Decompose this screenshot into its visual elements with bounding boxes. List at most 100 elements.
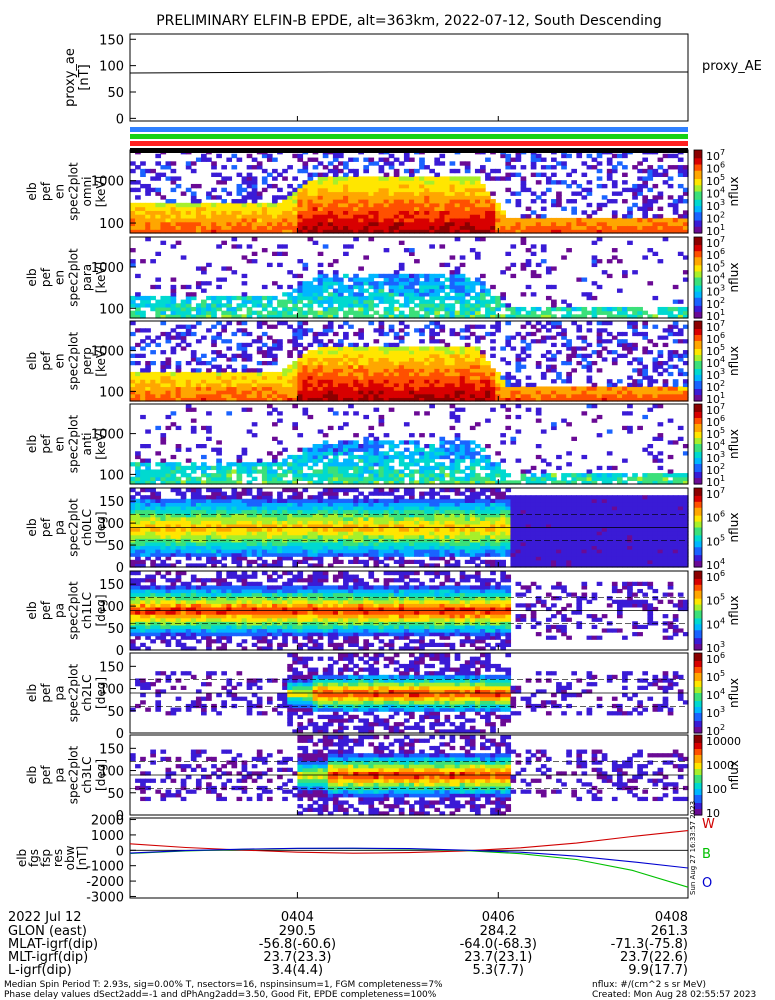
- heatmap-cell: [241, 187, 248, 193]
- heatmap-cell: [322, 386, 329, 391]
- heatmap-cell: [434, 176, 441, 181]
- heatmap-cell: [393, 335, 400, 340]
- heatmap-cell: [261, 386, 268, 391]
- heatmap-cell: [591, 382, 598, 388]
- heatmap-cell: [403, 273, 410, 279]
- heatmap-cell: [459, 361, 466, 366]
- heatmap-cell: [175, 217, 182, 223]
- heatmap-cell: [556, 321, 562, 326]
- heatmap-cell: [246, 382, 253, 388]
- heatmap-cell: [485, 368, 491, 373]
- heatmap-cell: [657, 473, 664, 478]
- heatmap-cell: [586, 361, 593, 366]
- heatmap-cell: [444, 364, 451, 369]
- heatmap-cell: [611, 199, 618, 204]
- heatmap-cell: [540, 217, 547, 223]
- heatmap-cell: [307, 386, 314, 391]
- heatmap-cell: [398, 262, 405, 268]
- heatmap-cell: [454, 277, 461, 282]
- heatmap-cell: [236, 303, 243, 308]
- heatmap-cell: [530, 165, 537, 170]
- heatmap-cell: [439, 436, 446, 441]
- heatmap-cell: [414, 440, 420, 445]
- heatmap-cell: [388, 217, 395, 223]
- heatmap-cell: [632, 195, 638, 200]
- heatmap-cell: [672, 284, 679, 290]
- heatmap-cell: [409, 277, 415, 282]
- heatmap-cell: [170, 465, 177, 471]
- heatmap-cell: [490, 229, 496, 234]
- heatmap-cell: [165, 397, 172, 402]
- heatmap-cell: [576, 153, 583, 159]
- heatmap-cell: [327, 187, 334, 193]
- heatmap-cell: [236, 244, 243, 249]
- heatmap-cell: [195, 368, 202, 373]
- heatmap-cell: [403, 292, 410, 297]
- colorbar-tick-base: 10: [706, 286, 720, 299]
- heatmap-cell: [393, 314, 400, 319]
- heatmap-cell: [287, 353, 293, 358]
- heatmap-cell: [657, 157, 664, 162]
- heatmap-cell: [581, 473, 588, 478]
- heatmap-cell: [444, 306, 451, 312]
- heatmap-cell: [403, 199, 410, 204]
- colorbar-cell: [694, 361, 702, 364]
- heatmap-cell: [383, 331, 390, 337]
- heatmap-cell: [322, 288, 329, 293]
- heatmap-cell: [231, 371, 238, 377]
- heatmap-cell: [277, 214, 283, 219]
- heatmap-cell: [363, 157, 370, 162]
- heatmap-cell: [140, 495, 146, 500]
- heatmap-cell: [576, 306, 583, 312]
- heatmap-cell: [135, 328, 141, 333]
- heatmap-cell: [130, 397, 136, 402]
- colorbar-cell: [694, 349, 702, 352]
- heatmap-cell: [337, 195, 344, 200]
- heatmap-cell: [327, 382, 334, 388]
- heatmap-cell: [261, 371, 268, 377]
- heatmap-cell: [677, 357, 684, 362]
- heatmap-cell: [195, 306, 202, 312]
- heatmap-cell: [393, 476, 400, 481]
- heatmap-cell: [226, 375, 233, 380]
- heatmap-cell: [160, 440, 167, 445]
- heatmap-cell: [474, 295, 481, 301]
- heatmap-cell: [358, 393, 364, 398]
- heatmap-cell: [277, 303, 283, 308]
- heatmap-cell: [180, 314, 187, 319]
- heatmap-cell: [241, 195, 248, 200]
- heatmap-cell: [429, 244, 435, 249]
- heatmap-cell: [429, 451, 435, 456]
- heatmap-cell: [454, 225, 461, 230]
- heatmap-cell: [322, 433, 329, 438]
- heatmap-cell: [398, 390, 405, 395]
- heatmap-cell: [302, 225, 309, 230]
- heatmap-cell: [627, 229, 633, 234]
- heatmap-cell: [398, 469, 405, 474]
- heatmap-cell: [272, 422, 278, 427]
- colorbar-cell: [694, 162, 702, 166]
- heatmap-cell: [337, 350, 344, 355]
- colorbar-cell: [694, 195, 702, 199]
- heatmap-cell: [363, 361, 370, 366]
- colorbar-cell: [694, 474, 702, 477]
- heatmap-cell: [434, 210, 441, 215]
- heatmap-cell: [337, 176, 344, 181]
- heatmap-cell: [221, 353, 227, 358]
- heatmap-cell: [277, 217, 283, 223]
- heatmap-cell: [277, 210, 283, 215]
- heatmap-cell: [358, 447, 364, 452]
- y-axis-label-line: [keV]: [94, 262, 108, 293]
- heatmap-cell: [348, 476, 354, 481]
- heatmap-cell: [525, 480, 532, 485]
- heatmap-cell: [652, 454, 659, 460]
- heatmap-cell: [266, 157, 273, 162]
- colorbar-cell: [694, 454, 702, 457]
- heatmap-cell: [175, 183, 182, 189]
- heatmap-cell: [454, 299, 461, 304]
- heatmap-cell: [439, 346, 446, 351]
- heatmap-cell: [449, 206, 456, 211]
- heatmap-cell: [287, 393, 293, 398]
- heatmap-cell: [545, 476, 552, 481]
- heatmap-cell: [332, 375, 339, 380]
